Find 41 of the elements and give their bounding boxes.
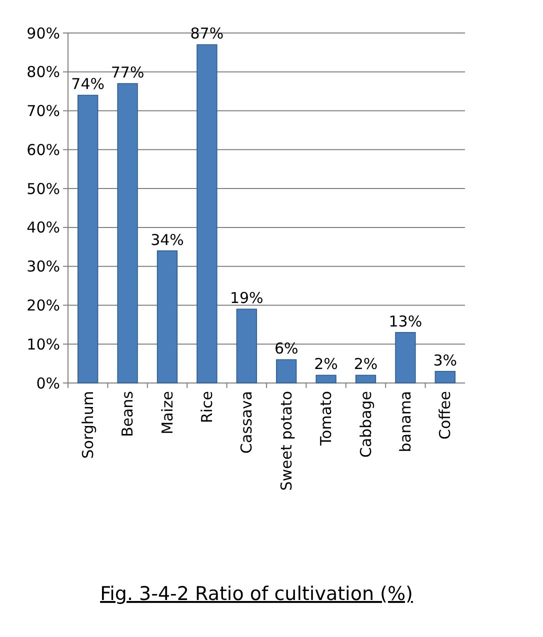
x-tick-label: banama (396, 391, 414, 452)
y-tick-label: 20% (26, 296, 60, 314)
y-tick-label: 70% (26, 102, 60, 120)
bar (395, 332, 416, 384)
data-label: 19% (230, 289, 264, 308)
bar (434, 370, 456, 384)
y-tick-label: 40% (26, 218, 60, 237)
text: Fig. 3-4-2 Ratio of cultivation (%) (100, 583, 413, 605)
data-label: 2% (314, 355, 338, 374)
y-tick-label: 50% (26, 180, 60, 198)
data-label: 3% (433, 351, 458, 370)
x-tick-label: Cassava (238, 391, 256, 454)
x-tick-label: Sorghum (78, 391, 97, 459)
data-label: 13% (388, 312, 422, 330)
bar (236, 308, 257, 384)
data-label: 87% (190, 24, 224, 43)
data-label: 77% (110, 64, 144, 82)
x-tick-label: Maize (158, 391, 176, 434)
data-label: 2% (354, 355, 378, 374)
bar (276, 359, 297, 384)
y-tick-label: 30% (26, 258, 60, 276)
bar (117, 83, 138, 384)
x-tick-label: Rice (198, 391, 216, 424)
data-label: 34% (150, 230, 184, 249)
x-tick-label: Sweet potato (277, 391, 296, 491)
data-label: 74% (71, 75, 105, 94)
y-tick-label: 80% (26, 63, 60, 82)
bar (156, 250, 178, 384)
y-tick-label: 60% (26, 140, 60, 159)
y-tick-label: 10% (26, 335, 60, 354)
bar (316, 374, 336, 384)
bar (196, 44, 218, 384)
bar (78, 94, 98, 384)
x-tick-label: Coffee (436, 391, 454, 440)
x-tick-label: Cabbage (356, 391, 375, 458)
data-label: 6% (274, 340, 298, 358)
bar (355, 374, 376, 384)
x-tick-label: Tomato (317, 391, 336, 447)
x-tick-label: Beans (118, 390, 137, 438)
y-tick-label: 90% (26, 24, 60, 42)
y-tick-label: 0% (36, 374, 60, 392)
